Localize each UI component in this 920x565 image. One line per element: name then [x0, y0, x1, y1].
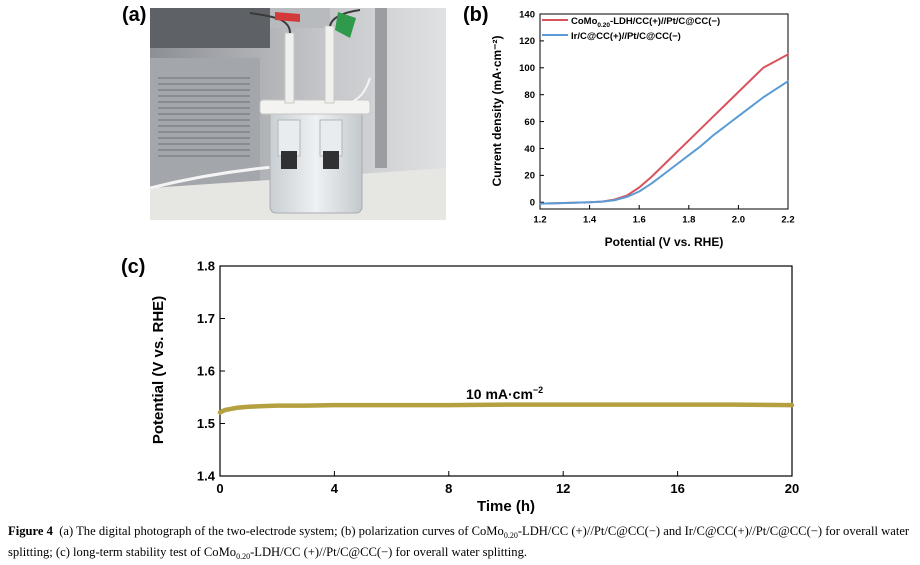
y-tick-label: 140: [519, 9, 535, 20]
figure-caption: Figure 4 (a) The digital photograph of t…: [8, 523, 916, 565]
x-tick-label: 16: [670, 481, 684, 496]
x-tick-label: 2.0: [732, 215, 745, 226]
panel-label-c: (c): [121, 256, 146, 278]
caption-sub-1: 0.20: [503, 531, 518, 540]
plot-frame: [539, 13, 789, 210]
caption-text-2: -LDH/CC (+)//Pt/C@CC(−) and Ir/C@CC(+)//…: [8, 524, 910, 559]
caption-sub-2: 0.20: [236, 552, 251, 561]
series-line-2: [539, 80, 789, 205]
electrode-photo: [150, 8, 446, 220]
x-tick-label: 8: [445, 481, 452, 496]
caption-text-1: (a) The digital photograph of the two-el…: [59, 524, 504, 538]
x-tick-label: 1.8: [682, 215, 695, 226]
y-axis-label: Potential (V vs. RHE): [150, 296, 167, 444]
y-tick-label: 100: [519, 63, 535, 74]
series-line-1: [539, 53, 789, 205]
y-tick-label: 1.8: [197, 259, 215, 274]
x-tick-label: 4: [331, 481, 339, 496]
y-tick-label: 20: [524, 171, 535, 182]
x-axis-label: Potential (V vs. RHE): [605, 235, 724, 249]
plot-frame: [219, 265, 793, 477]
x-tick-label: 0: [216, 481, 223, 496]
x-tick-label: 20: [785, 481, 799, 496]
x-tick-label: 1.2: [533, 215, 546, 226]
y-tick-label: 80: [524, 90, 535, 101]
y-tick-label: 40: [524, 144, 535, 155]
stability-chart: 0 4 8 12 16 20 1.4 1.5 1.6 1.7 1.8 10 mA·cm−2 Tim…: [150, 259, 799, 515]
caption-text-3: -LDH/CC (+)//Pt/C@CC(−) for overall wate…: [250, 545, 528, 559]
y-tick-label: 120: [519, 36, 535, 47]
x-tick-label: 1.4: [583, 215, 597, 226]
annotation-current-density: 10 mA·cm−2: [466, 385, 543, 402]
y-tick-label: 1.7: [197, 311, 215, 326]
y-tick-label: 1.6: [197, 364, 215, 379]
panel-label-b: (b): [463, 4, 489, 26]
y-tick-label: 1.5: [197, 416, 215, 431]
legend-label-series-2: Ir/C@CC(+)//Pt/C@CC(−): [571, 31, 681, 42]
panel-label-a: (a): [122, 4, 147, 26]
x-tick-label: 12: [556, 481, 570, 496]
x-axis-label: Time (h): [477, 498, 535, 515]
x-tick-label: 1.6: [633, 215, 646, 226]
y-tick-label: 1.4: [197, 469, 216, 484]
legend: CoMo0.20-LDH/CC(+)//Pt/C@CC(−) Ir/C@CC(+…: [542, 16, 720, 42]
polarization-chart: 1.2 1.4 1.6 1.8 2.0 2.2 0 20 40 60 80 100 120 140 Co…: [490, 9, 795, 249]
x-tick-label: 2.2: [781, 215, 794, 226]
y-tick-label: 60: [524, 117, 535, 128]
y-tick-label: 0: [530, 198, 535, 209]
y-axis-label: Current density (mA·cm⁻²): [490, 35, 504, 186]
caption-label: Figure 4: [8, 524, 53, 538]
series-line-1: [217, 402, 795, 415]
legend-label-series-1: CoMo0.20-LDH/CC(+)//Pt/C@CC(−): [571, 16, 720, 29]
